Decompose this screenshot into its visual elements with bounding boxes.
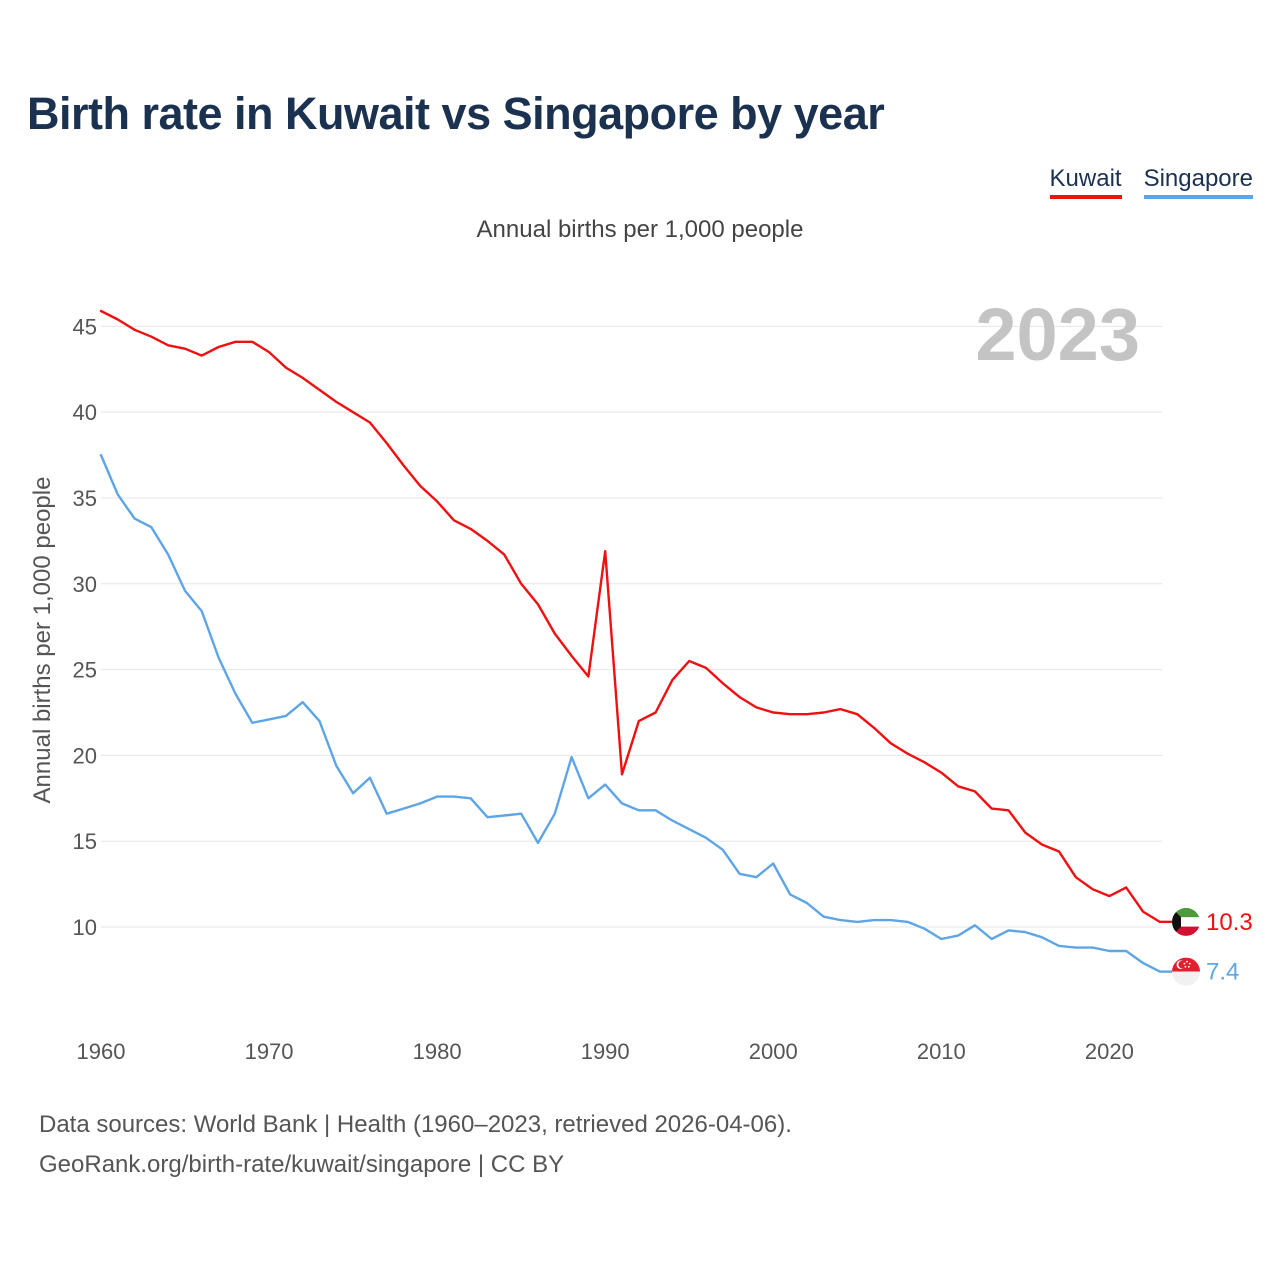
legend-item-singapore[interactable]: Singapore [1143, 165, 1253, 199]
x-axis: 1960 1970 1980 1990 2000 2010 2020 [77, 1039, 1134, 1064]
y-tick-label: 15 [73, 829, 97, 854]
series-end-markers [1172, 907, 1200, 986]
y-tick-label: 30 [73, 572, 97, 597]
y-tick-label: 45 [73, 314, 97, 339]
series-line-singapore [99, 453, 1162, 973]
y-tick-label: 10 [73, 915, 97, 940]
x-tick-label: 2000 [749, 1039, 798, 1064]
chart-subtitle: Annual births per 1,000 people [476, 216, 804, 243]
source-note: Data sources: World Bank | Health (1960–… [39, 1105, 792, 1185]
line-chart: 2023 Annual births per 1,000 people 10 15… [29, 293, 1253, 1064]
y-tick-label: 20 [73, 743, 97, 768]
legend: Kuwait Singapore [1049, 165, 1253, 199]
x-tick-label: 1960 [77, 1039, 126, 1064]
legend-item-kuwait[interactable]: Kuwait [1049, 165, 1122, 199]
kuwait-flag-icon [1172, 907, 1200, 936]
series-line-kuwait [99, 309, 1162, 924]
singapore-flag-icon [1172, 957, 1200, 986]
y-tick-label: 40 [73, 400, 97, 425]
source-line-1: Data sources: World Bank | Health (1960–… [39, 1111, 792, 1138]
chart-title: Birth rate in Kuwait vs Singapore by yea… [27, 88, 885, 139]
kuwait-end-value-label: 10.3 [1206, 909, 1253, 936]
x-tick-label: 1980 [413, 1039, 462, 1064]
y-tick-label: 35 [73, 486, 97, 511]
grid-lines [101, 325, 1162, 928]
year-watermark: 2023 [975, 293, 1140, 376]
y-axis: 10 15 20 25 30 35 40 45 [73, 314, 97, 940]
x-tick-label: 1970 [245, 1039, 294, 1064]
source-line-2: GeoRank.org/birth-rate/kuwait/singapore … [39, 1151, 565, 1178]
y-axis-label: Annual births per 1,000 people [29, 477, 56, 804]
x-tick-label: 2010 [917, 1039, 966, 1064]
x-tick-label: 2020 [1085, 1039, 1134, 1064]
y-tick-label: 25 [73, 658, 97, 683]
singapore-end-value-label: 7.4 [1206, 959, 1239, 986]
x-tick-label: 1990 [581, 1039, 630, 1064]
series-lines [99, 309, 1172, 973]
